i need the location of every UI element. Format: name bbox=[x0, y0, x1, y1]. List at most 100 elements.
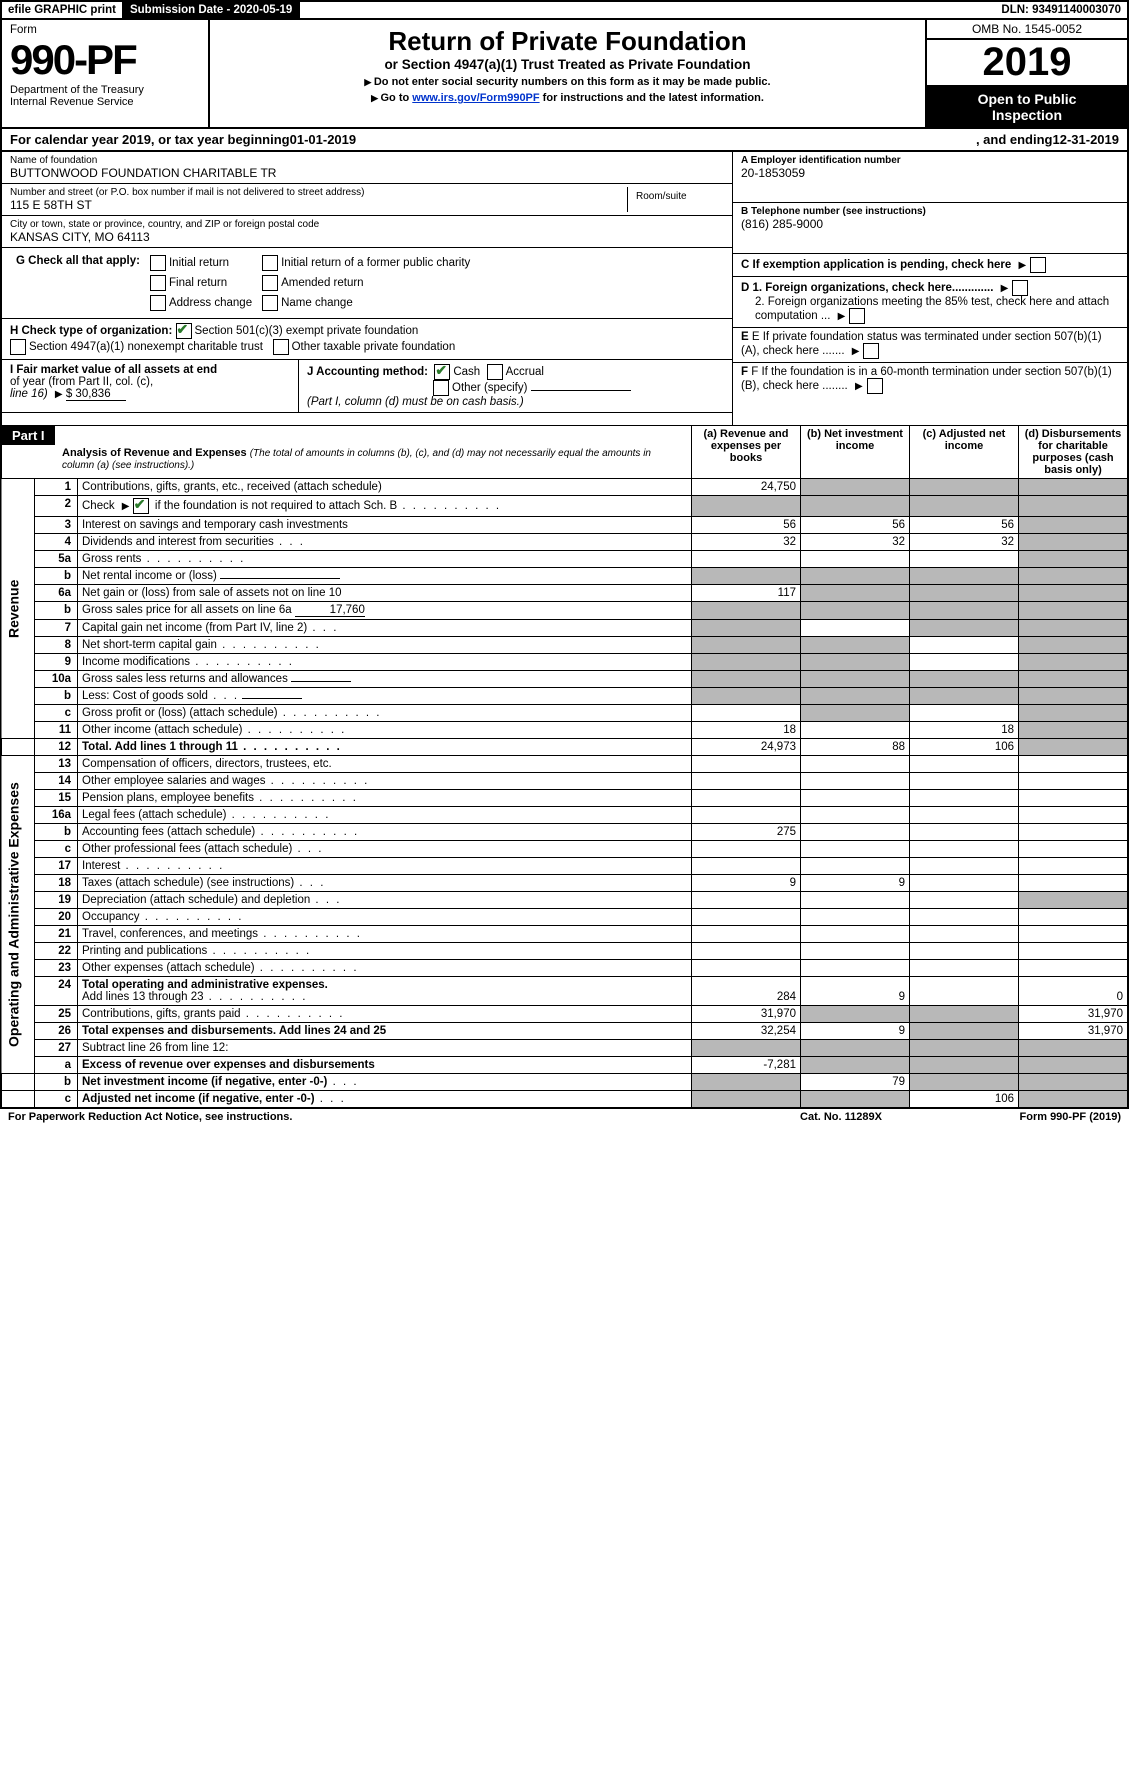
efile-label: efile GRAPHIC print bbox=[2, 2, 124, 18]
line-18: Taxes (attach schedule) (see instruction… bbox=[78, 875, 692, 892]
line-11: Other income (attach schedule) bbox=[78, 722, 692, 739]
chk-initial-former[interactable] bbox=[262, 255, 278, 271]
section-J: J Accounting method: Cash Accrual Other … bbox=[299, 360, 732, 412]
section-D: D 1. Foreign organizations, check here..… bbox=[733, 277, 1127, 328]
line-10c: Gross profit or (loss) (attach schedule) bbox=[78, 705, 692, 722]
B-label: B Telephone number (see instructions) bbox=[741, 206, 1119, 217]
col-a: (a) Revenue and expenses per books bbox=[692, 426, 801, 479]
line-10b: Less: Cost of goods sold bbox=[78, 688, 692, 705]
g-label: G Check all that apply: bbox=[12, 254, 144, 272]
dept: Department of the Treasury bbox=[10, 84, 200, 96]
chk-F[interactable] bbox=[867, 378, 883, 394]
irs: Internal Revenue Service bbox=[10, 96, 200, 108]
line-6b: Gross sales price for all assets on line… bbox=[78, 602, 692, 620]
id-block: Name of foundation BUTTONWOOD FOUNDATION… bbox=[0, 152, 1129, 425]
col-c: (c) Adjusted net income bbox=[910, 426, 1019, 479]
line-2: Check if the foundation is not required … bbox=[78, 496, 692, 517]
line-16b: Accounting fees (attach schedule) bbox=[78, 824, 692, 841]
section-G: G Check all that apply: Initial return I… bbox=[2, 248, 732, 319]
j-label: J Accounting method: bbox=[307, 366, 428, 378]
line-20: Occupancy bbox=[78, 909, 692, 926]
line-12: Total. Add lines 1 through 11 bbox=[78, 739, 692, 756]
instr-1: Do not enter social security numbers on … bbox=[216, 76, 919, 88]
calendar-year-row: For calendar year 2019, or tax year begi… bbox=[0, 129, 1129, 152]
phone: (816) 285-9000 bbox=[741, 217, 1119, 231]
chk-address-change[interactable] bbox=[150, 295, 166, 311]
chk-D2[interactable] bbox=[849, 308, 865, 324]
chk-501c3[interactable] bbox=[176, 323, 192, 339]
addr: 115 E 58TH ST bbox=[10, 198, 627, 212]
open-public: Open to PublicInspection bbox=[927, 87, 1127, 127]
form-header: Form 990-PF Department of the Treasury I… bbox=[0, 20, 1129, 129]
part-title: Analysis of Revenue and Expenses bbox=[62, 447, 247, 459]
chk-initial-return[interactable] bbox=[150, 255, 166, 271]
chk-amended[interactable] bbox=[262, 275, 278, 291]
section-E: E E If private foundation status was ter… bbox=[733, 328, 1127, 363]
line-10a: Gross sales less returns and allowances bbox=[78, 671, 692, 688]
dln: DLN: 93491140003070 bbox=[995, 2, 1127, 18]
chk-D1[interactable] bbox=[1012, 280, 1028, 296]
section-F: F F If the foundation is in a 60-month t… bbox=[733, 363, 1127, 425]
chk-C[interactable] bbox=[1030, 257, 1046, 273]
form-title: Return of Private Foundation bbox=[216, 26, 919, 57]
chk-other-method[interactable] bbox=[433, 380, 449, 396]
foundation-name: BUTTONWOOD FOUNDATION CHARITABLE TR bbox=[10, 166, 724, 180]
line-26: Total expenses and disbursements. Add li… bbox=[78, 1023, 692, 1040]
chk-final-return[interactable] bbox=[150, 275, 166, 291]
section-H: H Check type of organization: Section 50… bbox=[2, 319, 732, 360]
expenses-side: Operating and Administrative Expenses bbox=[1, 756, 35, 1074]
chk-accrual[interactable] bbox=[487, 364, 503, 380]
room-label: Room/suite bbox=[636, 191, 716, 202]
line-4: Dividends and interest from securities bbox=[78, 534, 692, 551]
chk-4947[interactable] bbox=[10, 339, 26, 355]
footer: For Paperwork Reduction Act Notice, see … bbox=[0, 1109, 1129, 1125]
line-5a: Gross rents bbox=[78, 551, 692, 568]
col-b: (b) Net investment income bbox=[801, 426, 910, 479]
h-label: H Check type of organization: bbox=[10, 325, 172, 337]
part1-table: Part I Analysis of Revenue and Expenses … bbox=[0, 425, 1129, 1109]
line-5b: Net rental income or (loss) bbox=[78, 568, 692, 585]
line-17: Interest bbox=[78, 858, 692, 875]
line-21: Travel, conferences, and meetings bbox=[78, 926, 692, 943]
line-16a: Legal fees (attach schedule) bbox=[78, 807, 692, 824]
section-I: I Fair market value of all assets at end… bbox=[2, 360, 299, 412]
line-22: Printing and publications bbox=[78, 943, 692, 960]
line-8: Net short-term capital gain bbox=[78, 637, 692, 654]
fmv-value: $ 30,836 bbox=[66, 388, 126, 401]
form-ref: Form 990-PF (2019) bbox=[941, 1111, 1121, 1123]
omb: OMB No. 1545-0052 bbox=[927, 20, 1127, 40]
line-15: Pension plans, employee benefits bbox=[78, 790, 692, 807]
chk-other-taxable[interactable] bbox=[273, 339, 289, 355]
line-9: Income modifications bbox=[78, 654, 692, 671]
line-13: Compensation of officers, directors, tru… bbox=[78, 756, 692, 773]
chk-cash[interactable] bbox=[434, 364, 450, 380]
chk-name-change[interactable] bbox=[262, 295, 278, 311]
chk-E[interactable] bbox=[863, 343, 879, 359]
paperwork-notice: For Paperwork Reduction Act Notice, see … bbox=[8, 1111, 741, 1123]
line-27c: Adjusted net income (if negative, enter … bbox=[78, 1091, 692, 1109]
line-14: Other employee salaries and wages bbox=[78, 773, 692, 790]
line-19: Depreciation (attach schedule) and deple… bbox=[78, 892, 692, 909]
line-7: Capital gain net income (from Part IV, l… bbox=[78, 620, 692, 637]
form-label: Form bbox=[10, 24, 200, 36]
form-subtitle: or Section 4947(a)(1) Trust Treated as P… bbox=[216, 57, 919, 72]
line-16c: Other professional fees (attach schedule… bbox=[78, 841, 692, 858]
irs-link[interactable]: www.irs.gov/Form990PF bbox=[412, 92, 539, 104]
form-number: 990-PF bbox=[10, 36, 200, 84]
chk-schB[interactable] bbox=[133, 498, 149, 514]
instr-2: Go to www.irs.gov/Form990PF for instruct… bbox=[216, 92, 919, 104]
line-27b: Net investment income (if negative, ente… bbox=[78, 1074, 692, 1091]
topbar: efile GRAPHIC print Submission Date - 20… bbox=[0, 0, 1129, 20]
section-C: C If exemption application is pending, c… bbox=[733, 254, 1127, 277]
A-label: A Employer identification number bbox=[741, 155, 1119, 166]
line-1: Contributions, gifts, grants, etc., rece… bbox=[78, 479, 692, 496]
line-6a: Net gain or (loss) from sale of assets n… bbox=[78, 585, 692, 602]
submission-date: Submission Date - 2020-05-19 bbox=[124, 2, 300, 18]
line-3: Interest on savings and temporary cash i… bbox=[78, 517, 692, 534]
cat-no: Cat. No. 11289X bbox=[741, 1111, 941, 1123]
city-label: City or town, state or province, country… bbox=[10, 219, 724, 230]
line-27a: Excess of revenue over expenses and disb… bbox=[78, 1057, 692, 1074]
line-23: Other expenses (attach schedule) bbox=[78, 960, 692, 977]
line-25: Contributions, gifts, grants paid bbox=[78, 1006, 692, 1023]
name-label: Name of foundation bbox=[10, 155, 724, 166]
